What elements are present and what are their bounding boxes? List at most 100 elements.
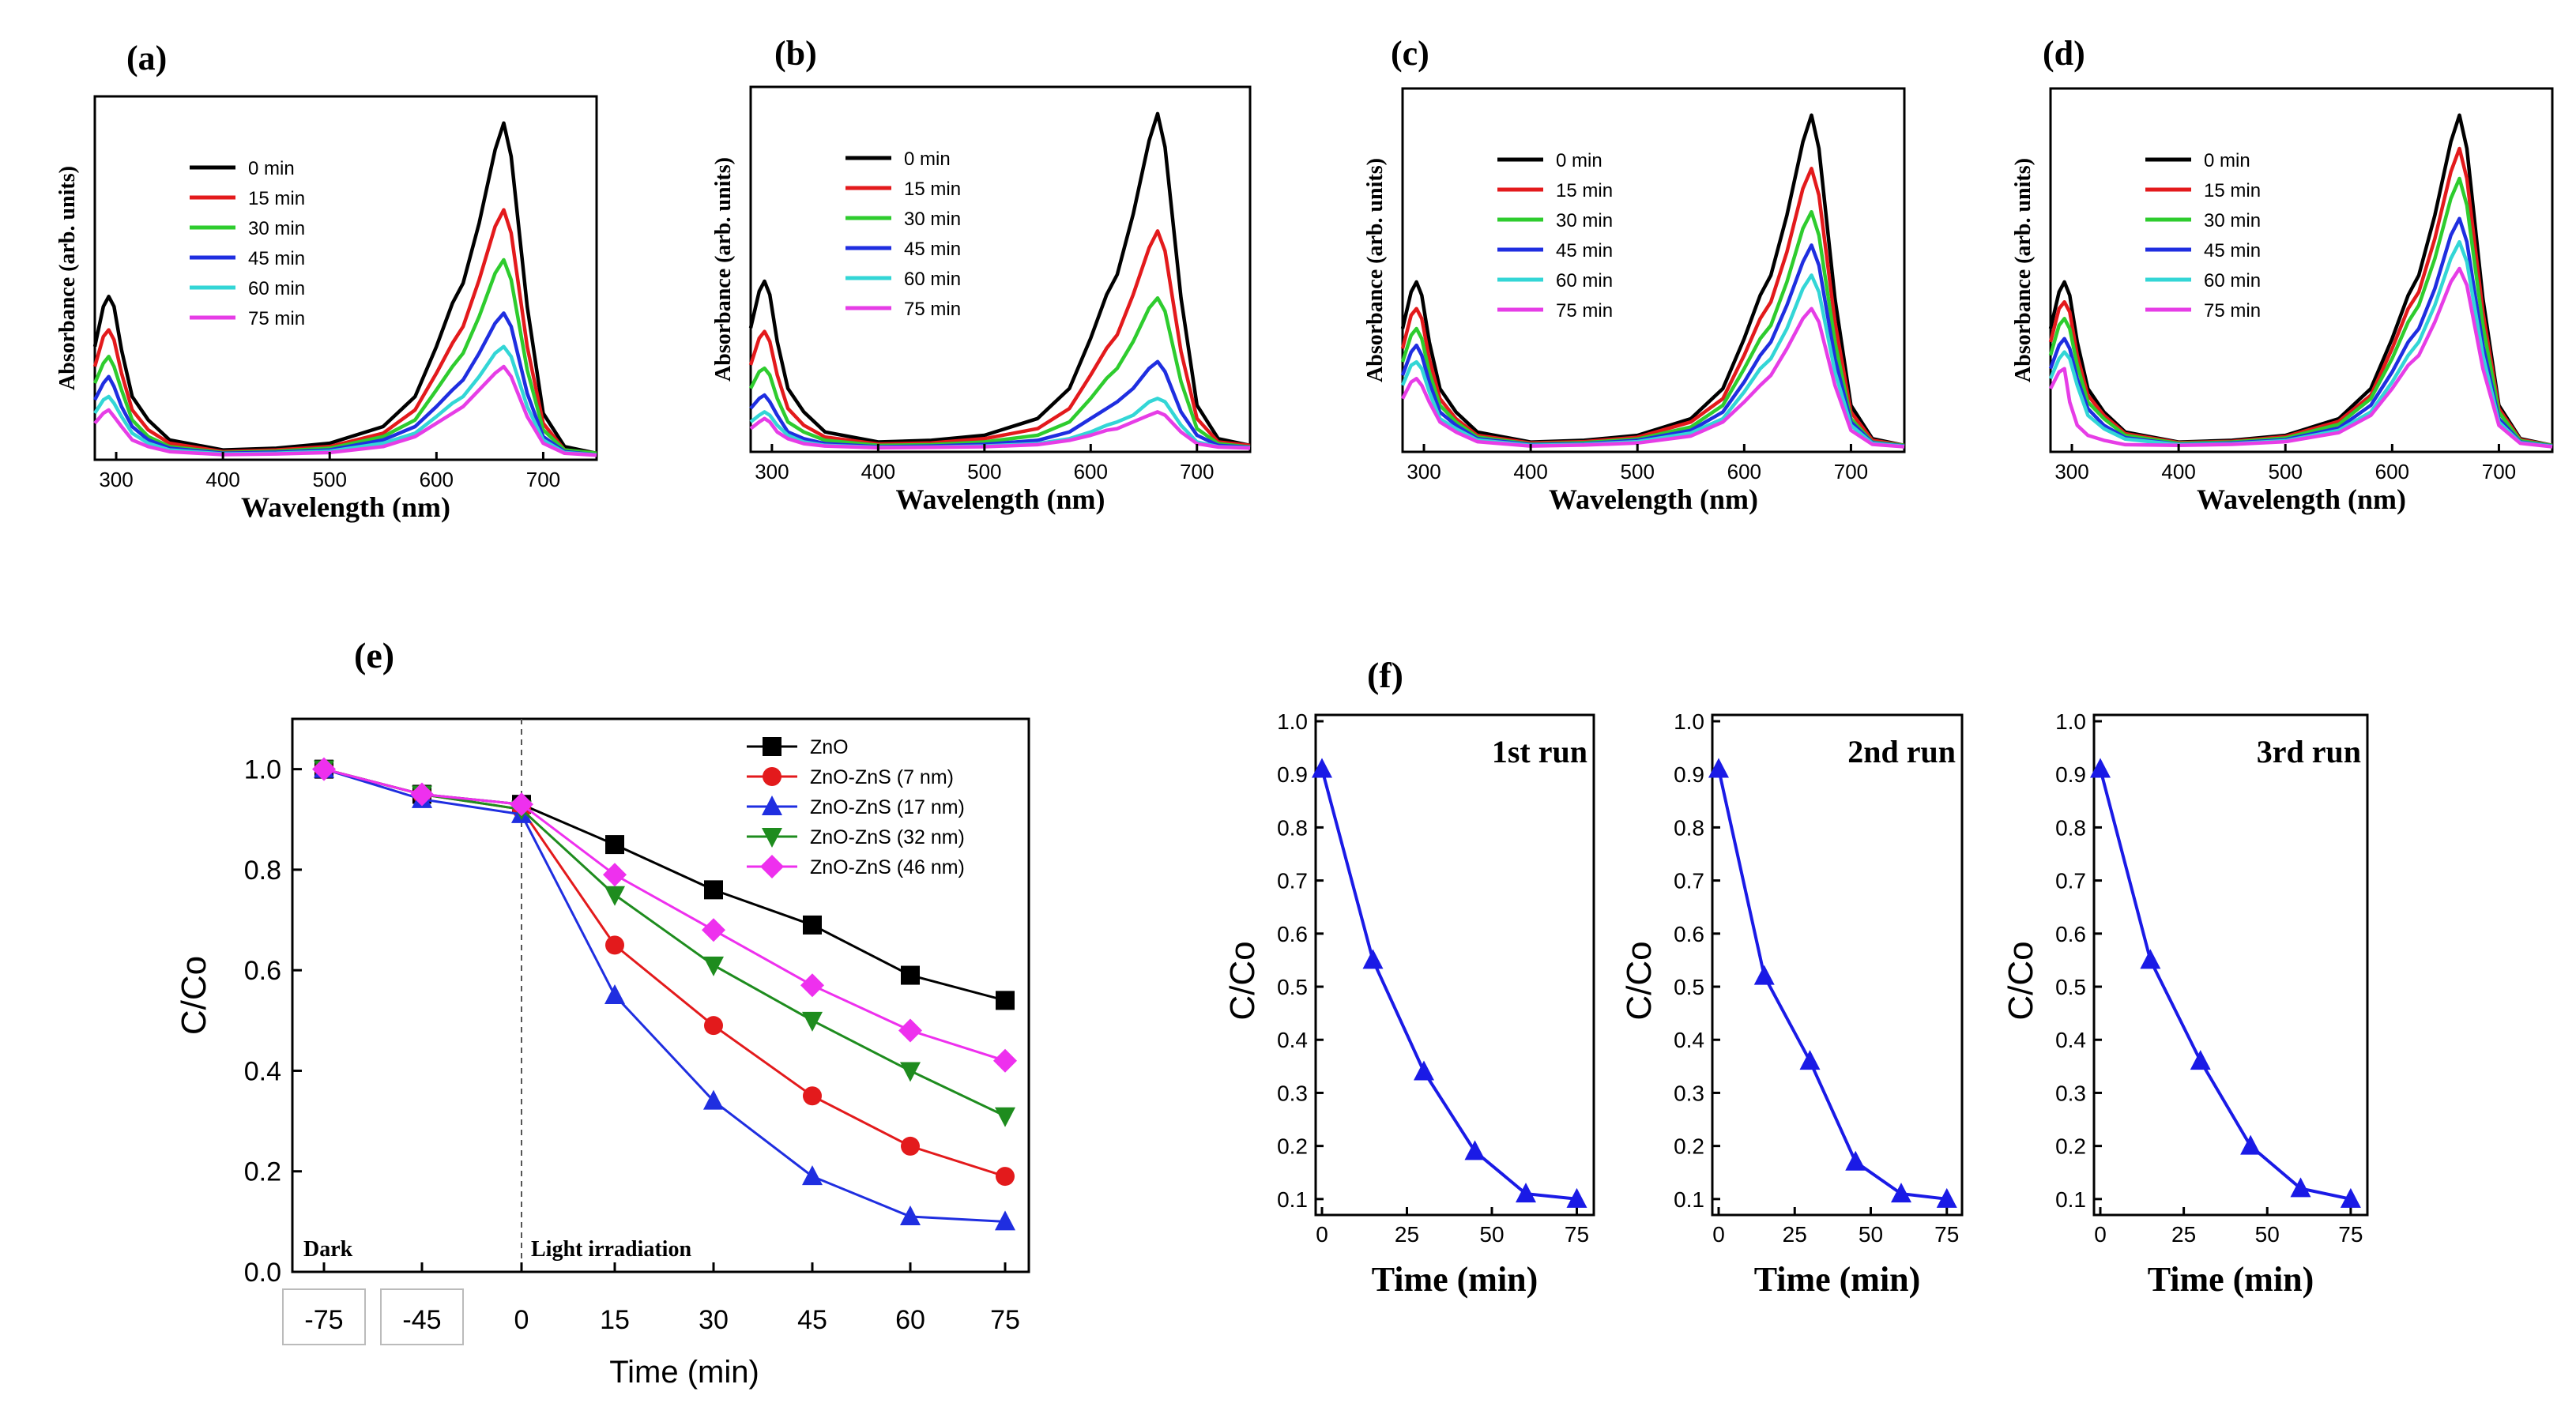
legend-label: 75 min — [1556, 300, 1613, 322]
data-point — [993, 1048, 1017, 1073]
x-axis-label: Wavelength (nm) — [896, 483, 1105, 515]
y-tick-label: 0.6 — [244, 956, 281, 986]
series-line — [1717, 769, 1948, 1201]
data-point — [898, 1018, 922, 1043]
y-tick-label: 0.7 — [1277, 869, 1308, 893]
plot-frame — [2092, 713, 2369, 1217]
run-title: 1st run — [1492, 734, 1587, 769]
y-tick-label: 0.2 — [1674, 1134, 1704, 1159]
legend-marker — [763, 737, 781, 756]
y-tick-label: 0.1 — [1277, 1187, 1308, 1212]
x-tick-label: 700 — [1180, 460, 1214, 483]
data-point — [604, 984, 625, 1004]
data-point — [703, 956, 724, 976]
data-point — [1464, 1140, 1486, 1160]
y-axis-label: C/Co — [175, 956, 213, 1035]
y-axis-label: Absorbance (arb. units) — [55, 166, 80, 390]
legend-label: 30 min — [248, 218, 305, 239]
data-point — [1753, 965, 1775, 985]
y-tick-label: 0.4 — [2055, 1028, 2086, 1052]
y-tick-label: 0.1 — [2055, 1187, 2086, 1212]
series-line-75-min — [1400, 307, 1905, 449]
y-axis-label: C/Co — [1223, 941, 1262, 1020]
x-tick-label: 400 — [1513, 460, 1547, 483]
legend-label: 45 min — [2204, 240, 2261, 261]
data-point — [510, 792, 533, 817]
series-line — [1320, 768, 1577, 1201]
panel-label: (b) — [774, 34, 817, 73]
y-tick-label: 1.0 — [1277, 709, 1308, 734]
series-line-60-min — [1400, 273, 1905, 449]
y-tick-label: 0.8 — [1277, 815, 1308, 840]
x-tick-label: 75 — [2338, 1222, 2363, 1247]
x-axis-label: Wavelength (nm) — [1549, 483, 1758, 515]
data-point — [900, 1062, 921, 1082]
x-tick-label: 400 — [205, 468, 239, 491]
x-tick-label: 500 — [313, 468, 347, 491]
data-point — [704, 880, 723, 900]
y-tick-label: 0.3 — [1674, 1081, 1704, 1105]
data-point — [900, 1206, 921, 1225]
legend-marker — [762, 796, 782, 815]
data-point — [1312, 758, 1332, 778]
x-tick-label: -75 — [304, 1305, 343, 1335]
plot-frame — [749, 85, 1252, 453]
x-tick-label: 25 — [1395, 1222, 1419, 1247]
series-line-15-min — [748, 229, 1251, 448]
data-point — [704, 1016, 723, 1036]
data-point — [1799, 1050, 1821, 1070]
run-subplot-1: 1st run 0.1 0.2 0.3 0.4 0.5 0.6 0.7 0.8 0.9 1.0 0 25… — [1223, 709, 1595, 1299]
x-tick-label: 300 — [99, 468, 133, 491]
plot-frame — [1401, 87, 1906, 453]
data-point — [996, 991, 1015, 1010]
legend-label: 75 min — [248, 308, 305, 329]
spectrum-panel-a: (a) 300 400 500 600 700 Wavelength (nm) Absorba… — [55, 39, 598, 523]
x-tick-box — [380, 1288, 464, 1345]
legend-label: 60 min — [2204, 270, 2261, 292]
series-line-15-min — [1400, 167, 1905, 448]
y-tick-label: 0.8 — [1674, 815, 1704, 840]
y-tick-label: 0.9 — [1674, 762, 1704, 787]
x-tick-label: 700 — [1834, 460, 1868, 483]
y-tick-label: 0.2 — [2055, 1134, 2086, 1159]
legend-label: 75 min — [2204, 300, 2261, 322]
x-tick-label: 0 — [1316, 1222, 1328, 1247]
x-tick-label: 500 — [967, 460, 1001, 483]
y-tick-label: 1.0 — [1674, 709, 1704, 734]
legend-label: 15 min — [248, 188, 305, 209]
y-tick-label: 1.0 — [244, 755, 281, 785]
legend-label: 15 min — [2204, 180, 2261, 201]
run-title: 3rd run — [2257, 734, 2361, 769]
panel-label: (c) — [1391, 34, 1429, 73]
data-point — [803, 1086, 822, 1106]
series-line-75-min — [2048, 266, 2553, 449]
panel-f: (f) 1st run 0.1 0.2 0.3 0.4 0.5 0.6 0.7 0.8 0.9 1.0… — [1223, 655, 2369, 1299]
run-subplot-2: 2nd run 0.1 0.2 0.3 0.4 0.5 0.6 0.7 0.8 0.9 1.0 0 25… — [1620, 709, 1964, 1299]
annotation-light: Light irradiation — [531, 1237, 691, 1262]
legend-label: 30 min — [1556, 210, 1613, 231]
data-point — [312, 757, 336, 781]
y-tick-label: 0.0 — [244, 1258, 281, 1288]
x-tick-label: 600 — [420, 468, 454, 491]
data-point — [605, 935, 624, 955]
x-tick-label: -45 — [402, 1305, 441, 1335]
x-tick-label: 15 — [600, 1305, 630, 1335]
y-tick-label: 0.5 — [1277, 975, 1308, 999]
data-point — [1936, 1187, 1957, 1208]
series-line-60-min — [2048, 239, 2553, 449]
y-tick-label: 0.4 — [1674, 1028, 1704, 1052]
series-line-45-min — [749, 359, 1251, 449]
data-point — [2140, 949, 2161, 969]
data-point — [1362, 949, 1384, 969]
legend-marker — [763, 767, 781, 786]
y-tick-label: 0.4 — [1277, 1028, 1308, 1052]
legend-label: ZnO-ZnS (46 nm) — [810, 856, 965, 878]
y-tick-label: 0.5 — [1674, 975, 1704, 999]
x-tick-label: 30 — [699, 1305, 729, 1335]
y-axis-label: Absorbance (arb. units) — [711, 157, 736, 382]
data-point — [2340, 1187, 2361, 1208]
data-point — [1891, 1183, 1911, 1203]
data-point — [995, 1210, 1015, 1231]
data-point — [2240, 1134, 2262, 1155]
